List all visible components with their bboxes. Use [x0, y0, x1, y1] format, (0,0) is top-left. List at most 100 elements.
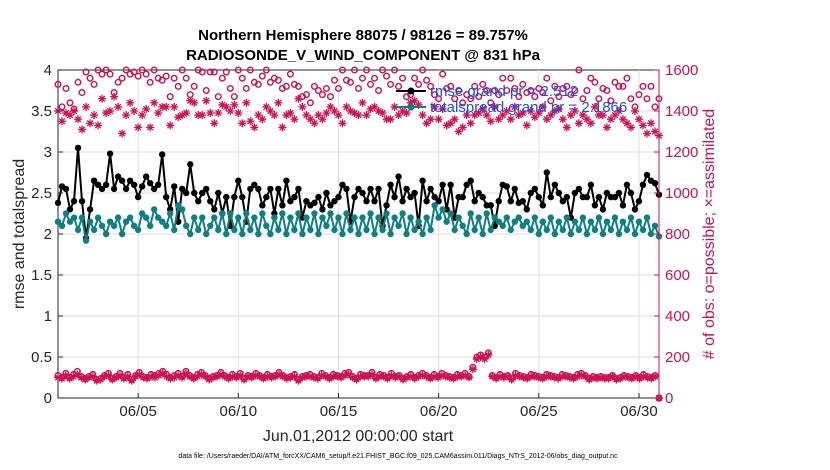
data-point-rmse — [447, 181, 454, 188]
data-point-obs-assimilated — [230, 100, 239, 109]
asterisk-stroke — [491, 103, 498, 111]
data-point-obs-possible — [66, 99, 74, 107]
data-point-obs-possible — [415, 80, 423, 88]
y-axis-label-right: # of obs: o=possible; ×=assimilated — [701, 109, 718, 359]
asterisk-stroke — [379, 109, 386, 117]
data-point-totalspread — [639, 226, 647, 234]
asterisk-stroke — [635, 115, 643, 123]
asterisk-stroke — [271, 111, 278, 119]
data-point-rmse — [183, 189, 190, 197]
asterisk-stroke — [150, 99, 158, 107]
data-point-totalspread — [175, 202, 182, 209]
data-point-totalspread — [527, 226, 534, 234]
asterisk-stroke — [219, 101, 226, 109]
data-point-rmse — [291, 193, 298, 201]
data-point-obs-assimilated — [250, 123, 259, 132]
data-point-obs-possible — [182, 74, 190, 82]
data-point-rmse — [523, 206, 530, 213]
data-point-totalspread — [162, 222, 170, 229]
data-point-totalspread — [235, 214, 242, 221]
data-point-rmse — [114, 173, 122, 180]
data-point-rmse — [627, 189, 635, 197]
data-point-obs-assimilated — [310, 119, 319, 128]
asterisk-stroke — [591, 103, 599, 111]
asterisk-stroke — [469, 366, 477, 373]
data-point-obs-possible — [643, 95, 651, 103]
data-point-obs-possible — [423, 76, 431, 84]
data-point-rmse — [371, 198, 378, 205]
data-point-totalspread — [431, 202, 438, 209]
data-point-totalspread — [134, 226, 142, 234]
data-point-rmse — [431, 193, 438, 201]
asterisk-stroke — [146, 124, 154, 131]
data-point-obs-possible — [130, 68, 138, 76]
data-point-rmse — [235, 177, 242, 184]
asterisk-stroke — [211, 120, 218, 127]
data-point-rmse — [531, 185, 538, 193]
data-point-obs-assimilated — [490, 102, 499, 111]
data-point-totalspread — [319, 214, 326, 221]
asterisk-stroke — [615, 107, 623, 115]
data-point-totalspread — [187, 230, 194, 238]
asterisk-stroke — [627, 124, 635, 131]
data-point-rmse — [98, 185, 106, 193]
data-point-obs-possible — [479, 80, 487, 88]
data-point-obs-possible — [74, 78, 82, 86]
asterisk-stroke — [167, 375, 174, 382]
data-point-rmse — [255, 185, 262, 193]
asterisk-stroke — [202, 373, 209, 380]
data-point-obs-possible — [306, 99, 314, 107]
data-point-obs-assimilated — [134, 123, 143, 132]
data-point-rmse — [283, 177, 290, 184]
data-point-obs-possible — [62, 84, 70, 92]
data-point-obs-possible — [334, 84, 342, 92]
data-point-obs-possible — [651, 103, 659, 111]
data-point-totalspread — [227, 210, 234, 217]
data-point-obs-possible — [575, 66, 583, 74]
data-point-obs-possible — [607, 97, 615, 105]
data-point-rmse — [90, 177, 98, 184]
data-point-obs-possible — [519, 80, 527, 88]
asterisk-stroke — [639, 122, 647, 129]
data-point-rmse — [207, 198, 214, 205]
data-point-totalspread — [523, 218, 530, 225]
data-point-obs-possible — [499, 74, 507, 82]
data-point-rmse — [211, 206, 218, 213]
x-tick-label: 06/30 — [620, 403, 658, 420]
asterisk-stroke — [399, 107, 406, 115]
data-point-totalspread — [535, 230, 542, 238]
data-point-rmse — [615, 189, 623, 197]
chart-title-line2: RADIOSONDE_V_WIND_COMPONENT @ 831 hPa — [186, 47, 541, 64]
data-point-totalspread — [251, 214, 258, 221]
data-point-obs-possible — [234, 66, 242, 74]
data-point-obs-possible — [491, 86, 499, 94]
data-point-obs-assimilated — [418, 111, 427, 120]
asterisk-stroke — [523, 122, 531, 129]
y-left-tick-label: 0 — [44, 390, 52, 407]
asterisk-stroke — [93, 377, 101, 384]
data-point-obs-assimilated — [278, 123, 287, 132]
data-point-rmse — [643, 171, 651, 179]
data-point-obs-assimilated — [582, 115, 591, 124]
asterisk-stroke — [574, 373, 581, 380]
asterisk-stroke — [587, 120, 595, 127]
data-point-obs-assimilated — [70, 107, 79, 115]
asterisk-stroke — [134, 124, 142, 131]
asterisk-stroke — [299, 374, 306, 381]
data-point-obs-assimilated — [530, 113, 539, 122]
data-point-obs-assimilated — [318, 115, 327, 124]
data-point-rmse — [170, 183, 178, 190]
data-point-obs-possible — [274, 76, 282, 84]
data-point-rmse — [74, 144, 82, 152]
data-point-rmse — [547, 193, 555, 201]
asterisk-stroke — [231, 101, 238, 109]
asterisk-stroke — [116, 372, 124, 379]
asterisk-stroke — [507, 115, 515, 123]
data-point-obs-possible — [58, 103, 66, 111]
data-point-obs-assimilated — [150, 98, 159, 107]
asterisk-stroke — [467, 120, 474, 127]
data-point-totalspread — [587, 218, 595, 225]
asterisk-stroke — [504, 373, 512, 380]
data-point-rmse — [419, 177, 426, 184]
data-point-obs-possible — [258, 72, 266, 80]
